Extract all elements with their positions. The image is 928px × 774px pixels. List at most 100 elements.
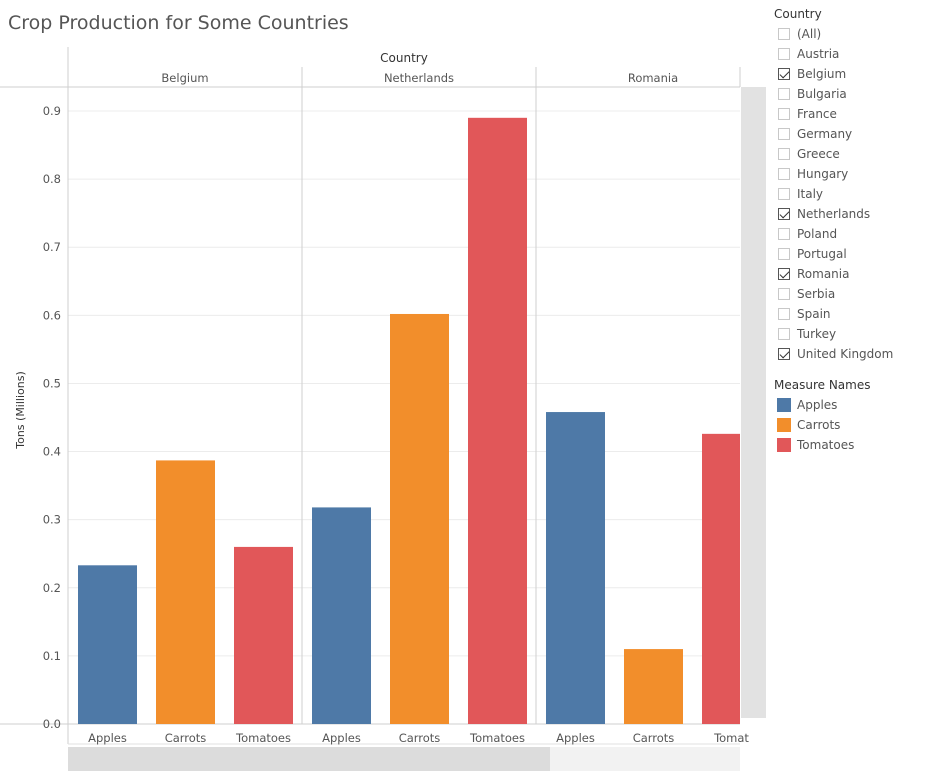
checkbox[interactable] <box>778 108 790 120</box>
y-tick-label: 0.5 <box>43 376 61 390</box>
column-header: Country <box>380 51 428 65</box>
checkbox[interactable] <box>778 308 790 320</box>
x-tick-label: Tomatoes <box>235 731 291 745</box>
filter-item-turkey[interactable]: Turkey <box>774 324 924 344</box>
filter-list: (All) Austria Belgium Bulgaria France Germany… <box>774 24 924 364</box>
filter-item-greece[interactable]: Greece <box>774 144 924 164</box>
y-tick-label: 0.0 <box>43 717 61 731</box>
filter-item-label: (All) <box>797 27 822 41</box>
filter-item-belgium[interactable]: Belgium <box>774 64 924 84</box>
filter-item-romania[interactable]: Romania <box>774 264 924 284</box>
checkbox[interactable] <box>778 88 790 100</box>
x-tick-label: Tomatoes <box>469 731 525 745</box>
bar-belgium-tomatoes[interactable] <box>234 546 293 724</box>
filter-item-serbia[interactable]: Serbia <box>774 284 924 304</box>
filter-item-france[interactable]: France <box>774 104 924 124</box>
country-filter: Country (All) Austria Belgium Bulgaria Franc… <box>774 6 924 364</box>
checkbox[interactable] <box>778 188 790 200</box>
horizontal-scrollbar-thumb[interactable] <box>68 747 550 771</box>
filter-item-poland[interactable]: Poland <box>774 224 924 244</box>
filter-item-label: Serbia <box>797 287 836 301</box>
y-tick-label: 0.3 <box>43 513 61 527</box>
filter-title: Country <box>774 7 822 21</box>
bar-romania-apples[interactable] <box>546 412 605 724</box>
checkbox[interactable] <box>778 28 790 40</box>
bar-romania-tomatoes[interactable] <box>702 433 740 724</box>
vertical-scrollbar[interactable] <box>741 87 766 718</box>
checkbox[interactable] <box>778 248 790 260</box>
legend-title: Measure Names <box>774 378 871 392</box>
filter-item-label: Italy <box>797 187 824 201</box>
y-tick-label: 0.2 <box>43 581 61 595</box>
filter-item-portugal[interactable]: Portugal <box>774 244 924 264</box>
checkbox[interactable] <box>778 48 790 60</box>
checkbox[interactable] <box>778 208 790 220</box>
y-tick-label: 0.7 <box>43 240 61 254</box>
legend-swatch <box>777 398 791 412</box>
x-tick-label: Tomat <box>713 731 749 745</box>
filter-item-label: Portugal <box>797 247 847 261</box>
y-tick-label: 0.6 <box>43 308 61 322</box>
bars-layer <box>78 117 740 725</box>
panel-header-belgium: Belgium <box>161 71 208 85</box>
filter-item-label: Belgium <box>797 67 847 81</box>
y-axis-title: Tons (Millions) <box>14 371 27 450</box>
legend-item-apples: Apples <box>774 395 924 415</box>
filter-item-label: Netherlands <box>797 207 871 221</box>
filter-item-all[interactable]: (All) <box>774 24 924 44</box>
filter-item-hungary[interactable]: Hungary <box>774 164 924 184</box>
y-tick-label: 0.9 <box>43 104 61 118</box>
panel-header-romania: Romania <box>628 71 678 85</box>
filter-item-label: Turkey <box>797 327 837 341</box>
legend-label: Tomatoes <box>797 438 855 452</box>
bar-netherlands-apples[interactable] <box>312 507 371 724</box>
y-tick-label: 0.4 <box>43 445 61 459</box>
filter-item-bulgaria[interactable]: Bulgaria <box>774 84 924 104</box>
filter-item-label: Greece <box>797 147 840 161</box>
checkbox[interactable] <box>778 228 790 240</box>
bar-chart: 0.0 0.1 0.2 0.3 0.4 0.5 0.6 0.7 0.8 0.9 Tons (Mill… <box>0 47 749 745</box>
bar-netherlands-tomatoes[interactable] <box>468 117 527 725</box>
filter-item-label: Spain <box>797 307 831 321</box>
checkbox[interactable] <box>778 148 790 160</box>
legend: Measure Names Apples Carrots Tomatoes <box>774 377 924 455</box>
filter-item-label: Romania <box>797 267 850 281</box>
checkbox[interactable] <box>778 348 790 360</box>
y-tick-label: 0.1 <box>43 649 61 663</box>
x-tick-label: Apples <box>88 731 127 745</box>
panel-header-netherlands: Netherlands <box>384 71 454 85</box>
checkbox[interactable] <box>778 68 790 80</box>
filter-item-label: Austria <box>797 47 840 61</box>
bar-netherlands-carrots[interactable] <box>390 313 449 724</box>
x-tick-label: Apples <box>556 731 595 745</box>
x-tick-label: Carrots <box>633 731 675 745</box>
legend-swatch <box>777 438 791 452</box>
checkbox[interactable] <box>778 288 790 300</box>
filter-item-label: Hungary <box>797 167 849 181</box>
checkbox[interactable] <box>778 328 790 340</box>
legend-label: Carrots <box>797 418 841 432</box>
filter-item-united-kingdom[interactable]: United Kingdom <box>774 344 924 364</box>
filter-item-austria[interactable]: Austria <box>774 44 924 64</box>
filter-item-italy[interactable]: Italy <box>774 184 924 204</box>
checkbox[interactable] <box>778 268 790 280</box>
bar-belgium-carrots[interactable] <box>156 460 215 724</box>
filter-item-label: France <box>797 107 837 121</box>
filter-item-label: Poland <box>797 227 838 241</box>
filter-item-netherlands[interactable]: Netherlands <box>774 204 924 224</box>
checkbox[interactable] <box>778 168 790 180</box>
legend-swatch <box>777 418 791 432</box>
bar-belgium-apples[interactable] <box>78 565 137 724</box>
filter-item-label: Germany <box>797 127 853 141</box>
x-tick-label: Apples <box>322 731 361 745</box>
x-tick-label: Carrots <box>165 731 207 745</box>
filter-item-germany[interactable]: Germany <box>774 124 924 144</box>
bar-romania-carrots[interactable] <box>624 649 683 724</box>
chart-title: Crop Production for Some Countries <box>8 12 349 34</box>
labels-layer: 0.0 0.1 0.2 0.3 0.4 0.5 0.6 0.7 0.8 0.9 Tons (Mill… <box>14 51 749 745</box>
filter-item-label: United Kingdom <box>797 347 894 361</box>
legend-list: Apples Carrots Tomatoes <box>774 395 924 455</box>
legend-label: Apples <box>797 398 838 412</box>
filter-item-spain[interactable]: Spain <box>774 304 924 324</box>
checkbox[interactable] <box>778 128 790 140</box>
